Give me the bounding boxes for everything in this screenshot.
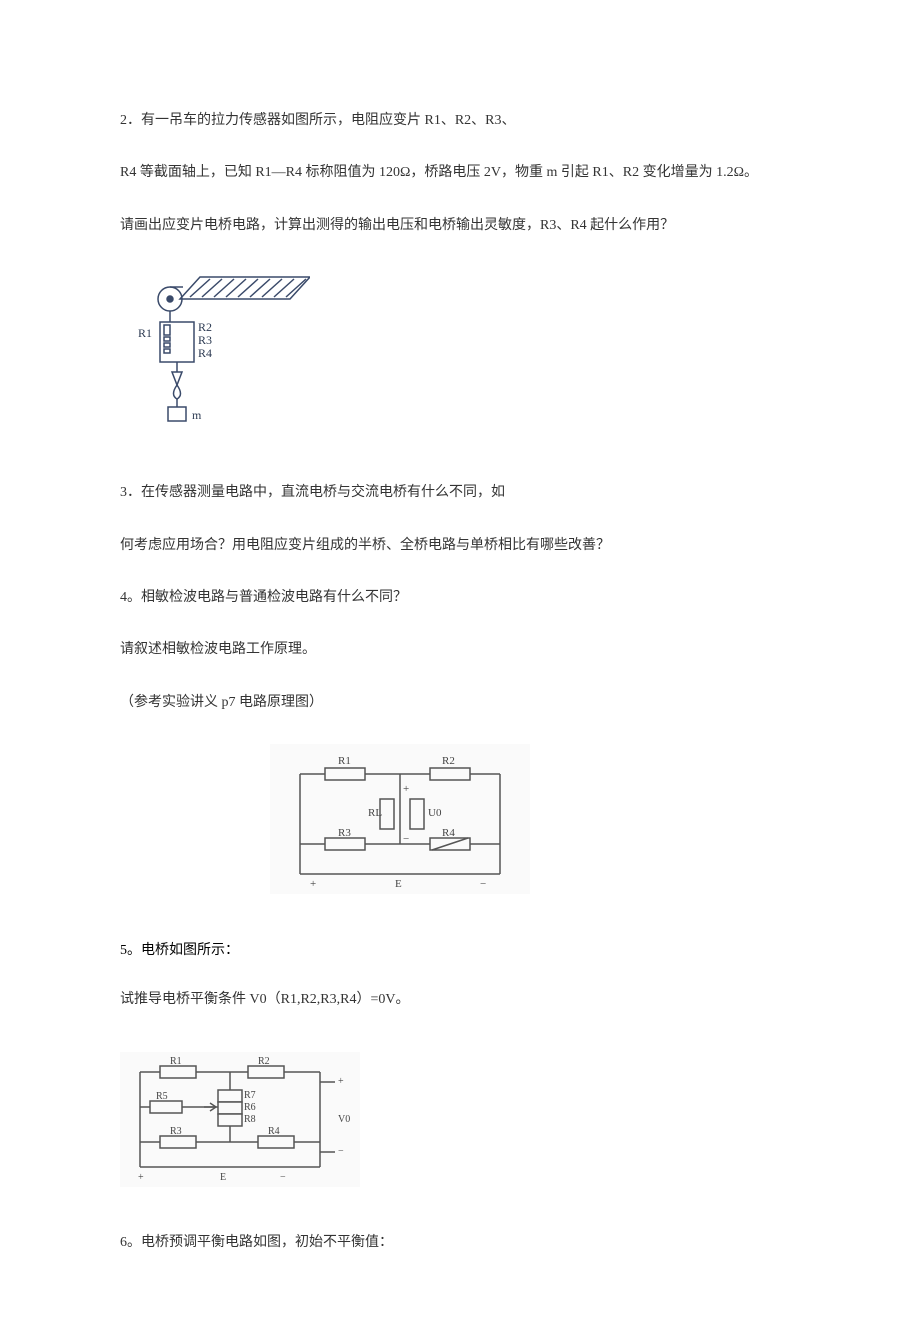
label-r2: R2 xyxy=(198,320,212,334)
crane-sensor-diagram: R1 R2 R3 R4 m xyxy=(120,267,310,437)
q5-line-wrap: 5。电桥如图所示： xyxy=(120,939,800,959)
q2-line2: R4 等截面轴上，已知 R1—R4 标称阻值为 120Ω，桥路电压 2V，物重 … xyxy=(120,162,800,184)
q5-rl: RL xyxy=(368,807,382,819)
q6-plus-b: + xyxy=(138,1172,144,1183)
q6-r2: R2 xyxy=(258,1056,270,1067)
q6-e: E xyxy=(220,1172,226,1183)
q4-line3: （参考实验讲义 p7 电路原理图） xyxy=(120,692,800,714)
q5-line2: 试推导电桥平衡条件 V0（R1,R2,R3,R4）=0V。 xyxy=(120,989,800,1011)
q5-r3: R3 xyxy=(338,827,351,839)
q6-line1: 6。电桥预调平衡电路如图，初始不平衡值： xyxy=(120,1232,800,1254)
label-r4: R4 xyxy=(198,346,212,360)
label-r1: R1 xyxy=(138,326,152,340)
q6-plus: + xyxy=(338,1076,344,1087)
q6-v0: V0 xyxy=(338,1114,350,1125)
label-r3: R3 xyxy=(198,333,212,347)
q3-line1: 3．在传感器测量电路中，直流电桥与交流电桥有什么不同，如 xyxy=(120,482,800,504)
q4-line1: 4。相敏检波电路与普通检波电路有什么不同？ xyxy=(120,587,800,609)
q6-r1: R1 xyxy=(170,1056,182,1067)
q5-plus-mid: + xyxy=(403,783,409,795)
q6-r5: R5 xyxy=(156,1091,168,1102)
q6-r6: R6 xyxy=(244,1102,256,1113)
q5-r1: R1 xyxy=(338,755,351,767)
q5-minus-bot: − xyxy=(480,878,486,890)
q5-figure-wrap: R1 R2 R3 R4 RL U0 + − + E − xyxy=(270,744,800,899)
q2-figure: R1 R2 R3 R4 m xyxy=(120,267,800,442)
bridge-diagram-q5: R1 R2 R3 R4 RL U0 + − + E − xyxy=(270,744,530,894)
q4-line2: 请叙述相敏检波电路工作原理。 xyxy=(120,639,800,661)
q5-r4: R4 xyxy=(442,827,455,839)
bridge-diagram-q6: R1 R2 R5 R7 R6 R8 R3 R4 + V0 − + E − xyxy=(120,1052,360,1187)
q6-minus-b: − xyxy=(280,1172,286,1183)
q5-prefix: 5。电桥如图所示： xyxy=(120,939,239,959)
q5-plus-bot: + xyxy=(310,878,316,890)
q3-line2: 何考虑应用场合？用电阻应变片组成的半桥、全桥电路与单桥相比有哪些改善？ xyxy=(120,535,800,557)
q6-r4: R4 xyxy=(268,1126,280,1137)
q5-minus-mid: − xyxy=(403,833,409,845)
q6-r8: R8 xyxy=(244,1114,256,1125)
label-m: m xyxy=(192,408,202,422)
q6-r3: R3 xyxy=(170,1126,182,1137)
q2-line3: 请画出应变片电桥电路，计算出测得的输出电压和电桥输出灵敏度，R3、R4 起什么作… xyxy=(120,215,800,237)
q5-e: E xyxy=(395,878,402,890)
q6-figure: R1 R2 R5 R7 R6 R8 R3 R4 + V0 − + E − xyxy=(120,1052,800,1192)
q6-r7: R7 xyxy=(244,1090,256,1101)
q5-u0: U0 xyxy=(428,807,442,819)
q2-line1: 2．有一吊车的拉力传感器如图所示，电阻应变片 R1、R2、R3、 xyxy=(120,110,800,132)
q6-minus: − xyxy=(338,1146,344,1157)
q5-r2: R2 xyxy=(442,755,455,767)
